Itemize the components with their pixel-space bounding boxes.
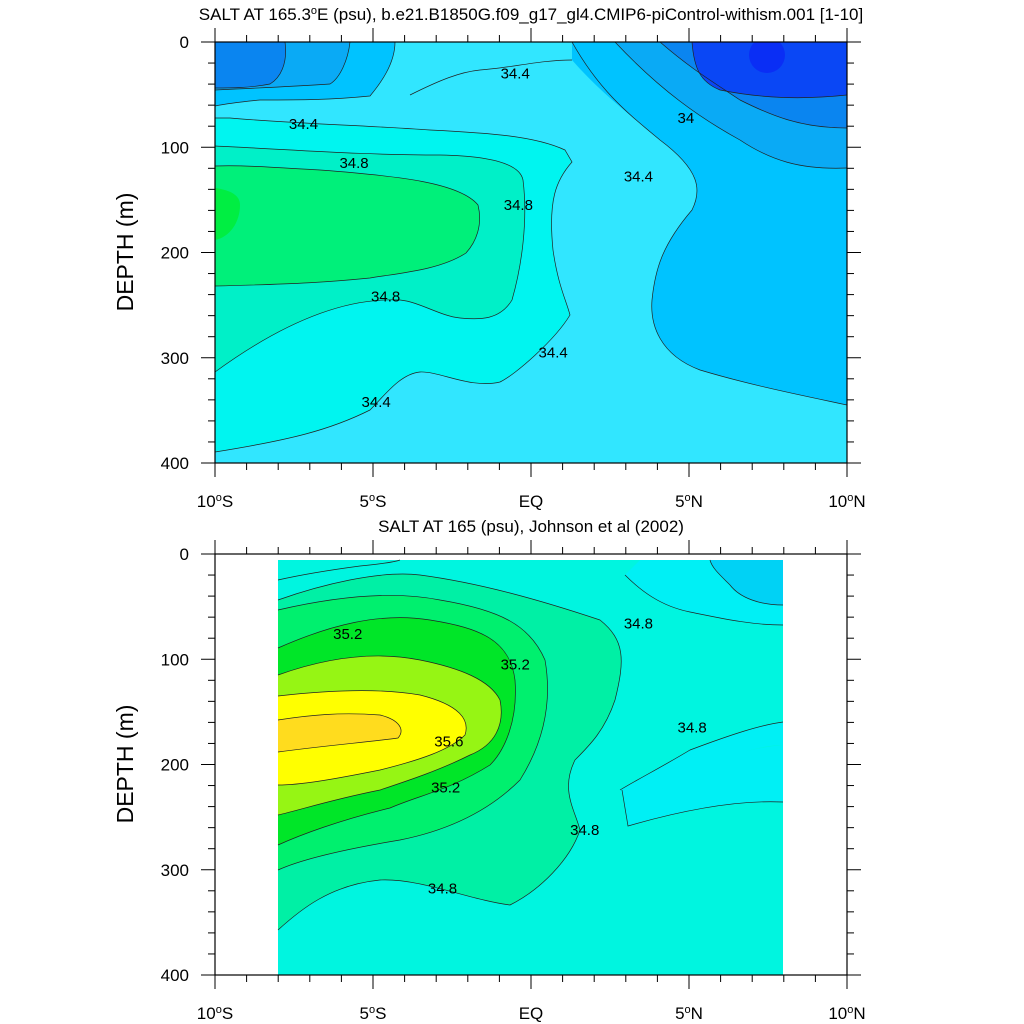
x-tick-label: EQ bbox=[519, 1004, 544, 1023]
contour-line bbox=[571, 42, 847, 406]
contour-line bbox=[277, 573, 622, 931]
top-fill-35.2 bbox=[215, 165, 480, 286]
top-panel-title: SALT AT 165.3oE (psu), b.e21.B1850G.f09_… bbox=[199, 5, 863, 24]
x-tick-label: 10oN bbox=[828, 1004, 865, 1023]
bottom-ylabel: DEPTH (m) bbox=[112, 705, 138, 824]
y-tick-label: 300 bbox=[161, 861, 189, 880]
contour-line bbox=[215, 145, 526, 373]
contour-label: 35.2 bbox=[501, 657, 530, 674]
top-fill-34.0w bbox=[215, 42, 286, 88]
contour-label: 34.8 bbox=[428, 881, 457, 898]
y-tick-label: 300 bbox=[161, 349, 189, 368]
contour-line bbox=[277, 617, 516, 846]
top-fill-35.4 bbox=[215, 188, 240, 240]
contour-line bbox=[215, 42, 396, 107]
contour-line bbox=[624, 574, 784, 626]
x-tick-label: 5oN bbox=[675, 1004, 703, 1023]
contour-label: 34.8 bbox=[624, 615, 653, 632]
contour-line bbox=[409, 59, 573, 96]
contour-label: 34.8 bbox=[504, 197, 533, 214]
contour-line bbox=[277, 690, 467, 786]
y-tick-label: 100 bbox=[161, 650, 189, 669]
contour-line bbox=[277, 655, 502, 816]
contour-line bbox=[215, 117, 573, 453]
contour-line bbox=[215, 42, 351, 91]
contour-line bbox=[277, 559, 401, 581]
y-tick-label: 0 bbox=[180, 545, 189, 564]
top-contour-fills bbox=[215, 42, 847, 463]
y-tick-label: 400 bbox=[161, 454, 189, 473]
contour-label: 34.8 bbox=[339, 155, 368, 172]
contour-label: 34.4 bbox=[501, 66, 530, 83]
bottom-panel-title: SALT AT 165 (psu), Johnson et al (2002) bbox=[378, 517, 684, 536]
bottom-fill-34.4 bbox=[710, 560, 783, 605]
y-tick-label: 200 bbox=[161, 244, 189, 263]
contour-line bbox=[621, 789, 784, 827]
x-tick-label: 5oN bbox=[675, 492, 703, 511]
contour-line bbox=[614, 42, 847, 169]
top-contour-labels: 34.4 34.4 34 34.8 34.8 34.4 34.8 34.4 34.4 bbox=[289, 66, 694, 411]
bottom-panel: SALT AT 165 (psu), Johnson et al (2002) bbox=[112, 517, 866, 1023]
x-tick-label: EQ bbox=[519, 492, 544, 511]
contour-label: 34.8 bbox=[570, 822, 599, 839]
bottom-fill-east-low bbox=[622, 745, 783, 826]
y-tick-label: 100 bbox=[161, 138, 189, 157]
contour-line bbox=[659, 42, 847, 129]
y-tick-label: 400 bbox=[161, 966, 189, 985]
contour-label: 34.4 bbox=[539, 344, 568, 361]
bottom-contour-labels: 35.2 35.2 34.8 35.6 34.8 35.2 34.8 34.8 bbox=[333, 615, 707, 897]
top-fill-core bbox=[749, 42, 785, 73]
y-tick-label: 0 bbox=[180, 33, 189, 52]
contour-label: 35.2 bbox=[333, 626, 362, 643]
y-tick-label: 200 bbox=[161, 756, 189, 775]
contour-line bbox=[277, 595, 548, 871]
bottom-fill-36.0 bbox=[278, 713, 401, 752]
bottom-fill-34.6b bbox=[620, 722, 783, 808]
contour-line bbox=[277, 713, 402, 753]
contour-label: 34.4 bbox=[289, 116, 318, 133]
x-tick-label: 10oS bbox=[197, 492, 233, 511]
top-panel: SALT AT 165.3oE (psu), b.e21.B1850G.f09_… bbox=[112, 5, 866, 511]
contour-line bbox=[691, 42, 847, 99]
top-axes: 0 100 200 300 400 10oS 5oS EQ 5oN 10oN bbox=[161, 28, 866, 511]
contour-line bbox=[215, 42, 286, 89]
x-tick-label: 10oN bbox=[828, 492, 865, 511]
bottom-contour-fills bbox=[277, 559, 784, 975]
x-tick-label: 5oS bbox=[360, 492, 387, 511]
x-tick-label: 5oS bbox=[360, 1004, 387, 1023]
contour-label: 35.2 bbox=[431, 780, 460, 797]
contour-label: 34.4 bbox=[362, 394, 391, 411]
contour-label: 34 bbox=[677, 110, 694, 127]
contour-label: 34.8 bbox=[371, 289, 400, 306]
contour-label: 35.6 bbox=[434, 733, 463, 750]
contour-label: 34.4 bbox=[624, 169, 653, 186]
x-tick-label: 10oS bbox=[197, 1004, 233, 1023]
contour-line bbox=[709, 559, 784, 606]
contour-line bbox=[215, 165, 480, 287]
contour-line bbox=[619, 721, 784, 791]
bottom-axes: 0 100 200 300 400 10oS 5oS EQ 5oN 10oN bbox=[161, 540, 866, 1023]
top-ylabel: DEPTH (m) bbox=[112, 193, 138, 312]
contour-label: 34.8 bbox=[678, 720, 707, 737]
